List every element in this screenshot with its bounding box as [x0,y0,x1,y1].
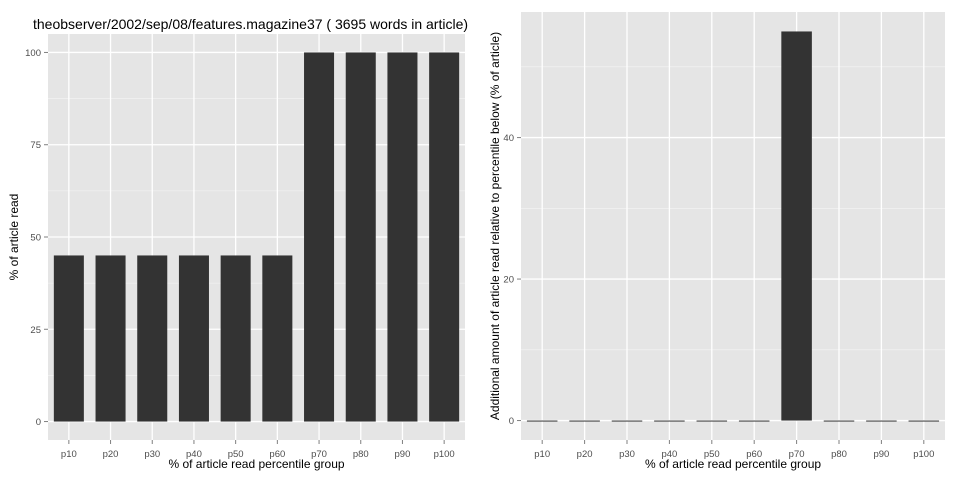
x-tick-label-p10: p10 [61,449,77,460]
x-tick-label-p20: p20 [577,449,593,460]
chart-right: 0 20 40 p10 p20 p30 p40 p50 p60 p70 p80 p90 p100 % of… [488,12,945,471]
x-tick-label-p80: p80 [353,449,369,460]
x-tick-label-p50: p50 [704,449,720,460]
y-tick-label: 75 [30,140,41,151]
bar-p80 [823,420,855,422]
bar-p50 [220,255,251,422]
x-tick-label-p10: p10 [534,449,550,460]
x-tick-label-p90: p90 [395,449,411,460]
bar-p10 [526,420,558,422]
x-tick-label-p50: p50 [228,449,244,460]
bar-p40 [178,255,209,422]
x-tick-label-p40: p40 [661,449,677,460]
x-tick-label-p30: p30 [144,449,160,460]
x-tick-label-p100: p100 [913,449,934,460]
x-axis-title: % of article read percentile group [645,457,821,471]
x-tick-label-p90: p90 [873,449,889,460]
plot-panel [521,12,945,440]
y-tick-label: 25 [30,325,41,336]
x-tick-label-p60: p60 [746,449,762,460]
bar-p20 [95,255,126,422]
y-tick-label: 0 [36,417,41,428]
x-tick-label-p20: p20 [103,449,119,460]
bar-p70 [781,31,812,421]
y-tick-label: 40 [503,133,514,144]
x-tick-label-p70: p70 [311,449,327,460]
x-tick-label-p70: p70 [789,449,805,460]
bar-p50 [696,420,728,422]
bar-p70 [304,52,335,422]
bar-p80 [345,52,376,422]
bar-p60 [738,420,770,422]
y-tick-label: 0 [509,416,514,427]
chart-title-left: theobserver/2002/sep/08/features.magazin… [33,16,468,32]
bar-p90 [866,420,897,422]
chart-left: 0 25 50 75 100 p10 p20 p30 p40 p50 p60 p70 p80 p90 p10… [7,34,465,471]
bar-p40 [654,420,685,422]
x-tick-label-p100: p100 [434,449,455,460]
bar-p60 [262,255,293,422]
bar-p30 [137,255,168,422]
x-tick-label-p60: p60 [269,449,285,460]
x-tick-label-p40: p40 [186,449,202,460]
bar-p100 [429,52,460,422]
bar-p20 [569,420,600,422]
y-axis-title: % of article read [7,194,21,281]
bar-p90 [387,52,418,422]
bar-p30 [611,420,643,422]
x-tick-label-p30: p30 [619,449,635,460]
y-axis-title: Additional amount of article read relati… [488,32,502,420]
y-tick-label: 20 [503,275,514,286]
y-tick-label: 50 [30,233,41,244]
bar-p100 [908,420,940,422]
x-tick-label-p80: p80 [831,449,847,460]
x-axis-title: % of article read percentile group [168,457,344,471]
y-tick-label: 100 [25,48,41,59]
bar-p10 [53,255,84,422]
